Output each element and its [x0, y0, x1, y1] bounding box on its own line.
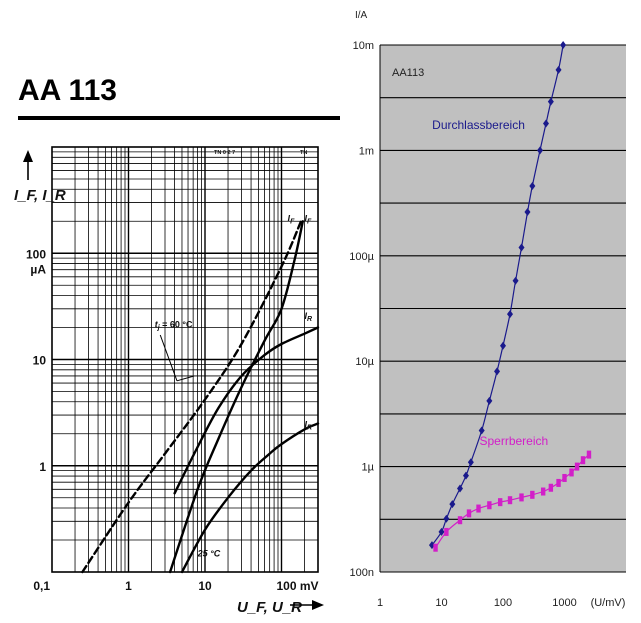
x-tick-label: 1: [377, 597, 383, 609]
y-axis-title: I_F, I_R: [14, 187, 66, 204]
series-marker-1: [457, 484, 464, 493]
series-marker-2: [433, 543, 438, 552]
grid: [52, 147, 318, 572]
curve-annotation: IR: [305, 419, 313, 431]
annotation-sub: F: [290, 218, 295, 225]
annotation-leader: [159, 334, 178, 381]
series-line-3: [173, 326, 320, 495]
y-unit-label: µA: [30, 262, 46, 276]
series-marker-1: [518, 243, 525, 252]
y-tick-label: 1m: [359, 145, 374, 157]
series-marker-2: [507, 496, 513, 505]
series-marker-1: [542, 119, 549, 128]
curve-annotation: IR: [305, 311, 313, 323]
series-marker-1: [438, 527, 445, 536]
series-marker-1: [462, 471, 469, 480]
curve-annotation: tj = 60 °C: [155, 320, 193, 332]
corner-code-right: TN: [300, 150, 307, 156]
annotation-sub: R: [307, 424, 312, 431]
series-marker-1: [529, 181, 536, 190]
x-tick-label: 10: [198, 579, 212, 593]
x-tick-label: 100: [494, 597, 512, 609]
x-tick-label: (U/mV): [591, 597, 626, 609]
series-label: Sperrbereich: [479, 434, 548, 448]
series-marker-1: [500, 341, 506, 350]
series-marker-1: [555, 65, 562, 74]
annotation-sub: j: [157, 325, 161, 332]
series-marker-1: [467, 458, 474, 467]
x-axis-arrow-head: [312, 600, 324, 610]
series-marker-2: [562, 473, 567, 482]
series-line-1: [81, 220, 303, 574]
series-marker-1: [537, 146, 544, 155]
y-tick-label: 100µ: [349, 251, 374, 263]
series-marker-2: [556, 478, 561, 487]
annotation-text2: = 60 °C: [160, 320, 193, 330]
x-tick-label: 0,1: [33, 579, 50, 593]
series-marker-2: [586, 450, 592, 459]
series-marker-1: [560, 41, 567, 49]
series-marker-2: [519, 493, 524, 502]
series-marker-1: [547, 97, 554, 106]
series-marker-2: [540, 487, 546, 496]
y-tick-label: 1: [39, 460, 46, 474]
series-marker-2: [457, 516, 463, 525]
curve-annotation: IF: [305, 213, 313, 225]
x-tick-label: 1: [125, 579, 132, 593]
series-marker-1: [507, 310, 514, 319]
series-label: Durchlassbereich: [432, 118, 525, 132]
series-marker-2: [580, 456, 586, 465]
y-axis-arrow-head: [23, 150, 33, 162]
series-marker-2: [548, 483, 554, 492]
x-tick-label: 1000: [552, 597, 576, 609]
plot-title: AA113: [392, 67, 424, 79]
y-axis-title: I/A: [355, 10, 368, 21]
series-marker-1: [478, 426, 485, 435]
title-rule: [18, 116, 340, 120]
y-tick-label: 10µ: [355, 356, 374, 368]
curve-annotation: 25 °C: [197, 548, 221, 558]
x-tick-label: 100 mV: [276, 579, 318, 593]
series-line-4: [180, 422, 320, 574]
series-marker-1: [449, 500, 456, 509]
curve-annotation: IF: [288, 213, 296, 225]
series-marker-2: [497, 498, 503, 507]
series-marker-2: [444, 527, 449, 536]
y-tick-label: 100: [26, 247, 46, 261]
annotation-sub: R: [307, 316, 312, 323]
y-tick-label: 10m: [353, 40, 374, 52]
annotation-leader: [176, 375, 195, 382]
series-marker-2: [530, 490, 535, 499]
corner-code: TN 0 2 7: [214, 150, 235, 156]
x-tick-label: 10: [435, 597, 447, 609]
series-marker-2: [569, 468, 574, 477]
chart-title: AA 113: [18, 74, 117, 107]
y-tick-label: 100n: [350, 567, 374, 579]
measured-plot-aa113: 100n 1µ 10µ 100µ 1m 10m 1 10 100 1000 (U/mV) I/A AA1…: [349, 10, 626, 609]
series-marker-2: [574, 462, 580, 471]
series-marker-2: [466, 509, 472, 518]
series-marker-1: [512, 276, 519, 285]
series-line-2: [168, 220, 304, 574]
x-axis-title: U_F, U_R: [237, 599, 302, 616]
series-marker-1: [443, 514, 450, 523]
annotation-sub: F: [307, 218, 312, 225]
series-marker-1: [494, 367, 501, 376]
y-tick-label: 1µ: [362, 462, 375, 474]
annotations: IF IF IR IR tj = 60 °C 25 °C: [155, 213, 312, 558]
series-marker-1: [524, 208, 531, 217]
series-marker-2: [476, 504, 481, 513]
y-tick-label: 10: [33, 354, 47, 368]
series-marker-1: [486, 396, 493, 405]
series-marker-2: [487, 501, 492, 510]
